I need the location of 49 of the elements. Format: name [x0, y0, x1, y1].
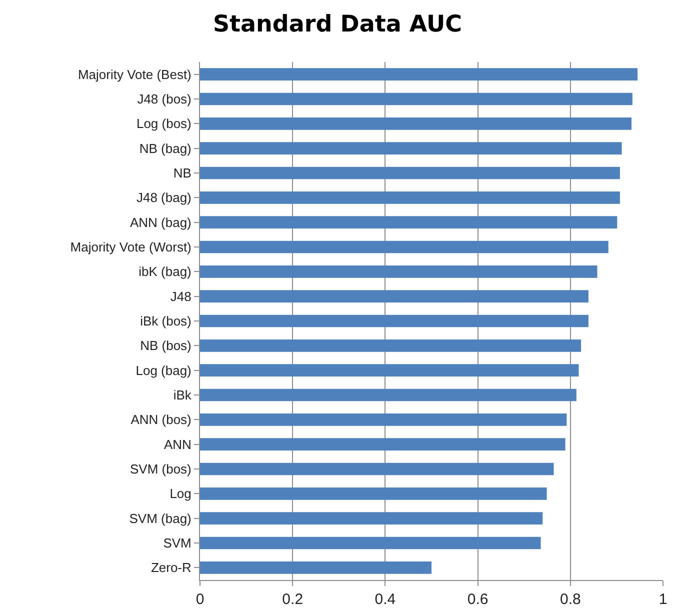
y-tick-label: J48 (bag) [136, 190, 192, 206]
y-tick-label: J48 (bos) [137, 92, 192, 107]
bar [200, 388, 576, 402]
y-tick-label: Zero-R [150, 560, 192, 576]
chart-title: Standard Data AUC [212, 12, 462, 38]
bar [200, 216, 618, 228]
y-tick-label: ANN (bag) [130, 214, 192, 230]
bar [200, 488, 547, 500]
x-tick-label: 0.4 [374, 591, 396, 608]
y-tick-label: SVM (bos) [130, 462, 192, 477]
y-tick-label: ibK (bag) [138, 264, 192, 280]
bar [200, 340, 582, 352]
bar [200, 562, 432, 574]
y-tick-label: J48 [170, 288, 192, 304]
x-tick-label: 0 [196, 591, 204, 608]
bar [200, 536, 541, 550]
bar [200, 266, 598, 278]
y-tick-label: Log [170, 486, 192, 502]
y-tick-label: SVM [163, 536, 192, 551]
bar [200, 166, 620, 180]
bar [200, 68, 638, 80]
y-tick-label: iBk (bos) [140, 314, 192, 329]
y-tick-label: Majority Vote (Best) [78, 66, 192, 82]
x-tick-label: 0.6 [467, 591, 488, 608]
x-tick-label: 1 [658, 591, 668, 608]
y-tick-label: SVM (bag) [129, 510, 192, 526]
y-tick-label: Majority Vote (Worst) [70, 240, 192, 255]
y-tick-label: ANN (bos) [130, 412, 192, 428]
bar [200, 240, 608, 254]
y-tick-label: iBk [173, 388, 192, 403]
y-tick-label: ANN [164, 436, 192, 452]
y-tick-label: NB [173, 166, 192, 181]
bar [200, 192, 620, 204]
bar [200, 512, 543, 524]
bar [200, 364, 579, 376]
x-tick-label: 0.2 [282, 591, 304, 608]
bar [200, 314, 588, 328]
bar [200, 462, 554, 476]
y-tick-label: Log (bos) [136, 116, 192, 132]
bar [200, 142, 622, 154]
y-tick-label: NB (bos) [140, 338, 192, 354]
bar [200, 92, 632, 106]
bar [200, 290, 588, 302]
bar [200, 118, 632, 130]
x-tick-label: 0.8 [560, 591, 581, 608]
y-tick-label: Log (bag) [136, 362, 192, 378]
bar [200, 438, 566, 450]
bar [200, 414, 567, 426]
y-tick-label: NB (bag) [139, 140, 192, 156]
